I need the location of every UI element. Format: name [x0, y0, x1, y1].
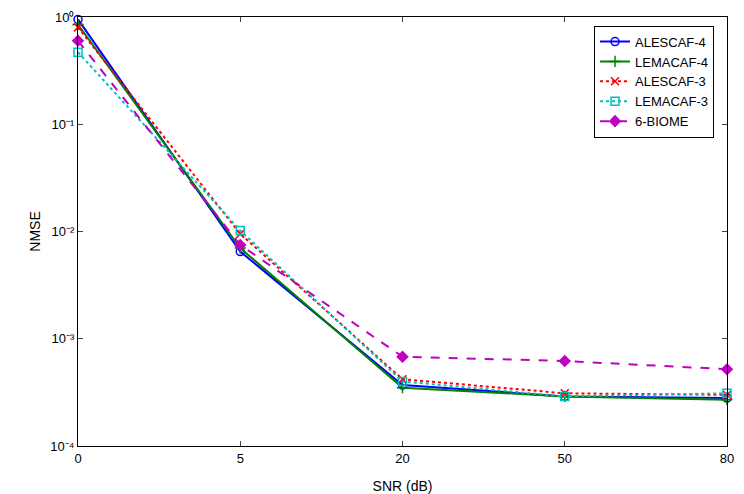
svg-text:20: 20	[395, 451, 409, 466]
svg-text:NMSE: NMSE	[27, 211, 43, 251]
svg-text:ALESCAF-4: ALESCAF-4	[635, 35, 706, 50]
svg-text:80: 80	[720, 451, 734, 466]
svg-text:LEMACAF-4: LEMACAF-4	[635, 55, 708, 70]
svg-text:10⁻⁴: 10⁻⁴	[50, 439, 74, 454]
svg-text:0: 0	[74, 451, 81, 466]
svg-text:LEMACAF-3: LEMACAF-3	[635, 94, 708, 109]
svg-text:10⁰: 10⁰	[55, 10, 74, 25]
svg-text:ALESCAF-3: ALESCAF-3	[635, 74, 706, 89]
svg-text:10⁻¹: 10⁻¹	[52, 117, 75, 132]
svg-text:5: 5	[237, 451, 244, 466]
svg-text:SNR (dB): SNR (dB)	[373, 478, 433, 494]
svg-text:50: 50	[558, 451, 572, 466]
svg-text:10⁻²: 10⁻²	[52, 224, 75, 239]
svg-text:10⁻³: 10⁻³	[52, 331, 75, 346]
svg-text:6-BIOME: 6-BIOME	[635, 114, 689, 129]
